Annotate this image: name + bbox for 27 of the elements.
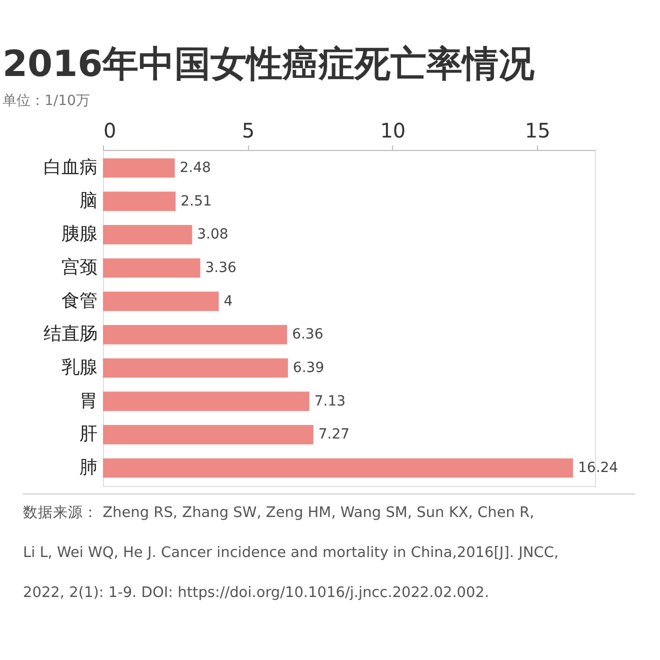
y-tick-label: 胰腺 — [62, 224, 98, 245]
data-label: 6.39 — [292, 360, 324, 376]
y-tick-label: 结直肠 — [44, 324, 98, 345]
text: 数据来源： Zheng RS, Zhang SW, Zeng HM, Wang SM, Sun KX, Chen R, Li L, Wei WQ, He J. Cancer incidence and mortality in China,2016[J]. JNCC, 2022, 2(1): 1-9. DOI: https://doi.org/10.1016/j.jncc.2022.02.002. — [23, 505, 559, 601]
data-label: 4 — [224, 293, 233, 310]
data-label: 6.36 — [292, 326, 324, 343]
data-label: 7.27 — [318, 426, 350, 443]
y-tick-label: 胃 — [80, 390, 98, 412]
data-label: 2.48 — [180, 160, 211, 176]
y-tick-label: 肝 — [80, 424, 98, 445]
x-tick-label: 15 — [524, 118, 550, 142]
y-tick-label: 白血病 — [44, 157, 98, 178]
y-tick-label: 食管 — [62, 290, 98, 312]
data-label: 16.24 — [578, 460, 618, 476]
y-tick-label: 宫颈 — [62, 257, 98, 278]
data-label: 3.36 — [205, 260, 237, 276]
y-tick-label: 肺 — [80, 457, 98, 478]
chart-title: 2016年中国女性癌症死亡率情况 — [2, 44, 535, 85]
x-tick-label: 10 — [380, 118, 406, 142]
data-label: 3.08 — [197, 226, 228, 243]
data-label: 7.13 — [314, 393, 346, 410]
x-tick-label: 5 — [242, 118, 255, 142]
x-tick-label: 0 — [104, 118, 116, 142]
y-tick-label: 乳腺 — [62, 357, 98, 378]
y-tick-label: 脑 — [80, 190, 98, 212]
data-label: 2.51 — [180, 193, 212, 210]
chart-subtitle: 单位：1/10万 — [2, 93, 90, 109]
